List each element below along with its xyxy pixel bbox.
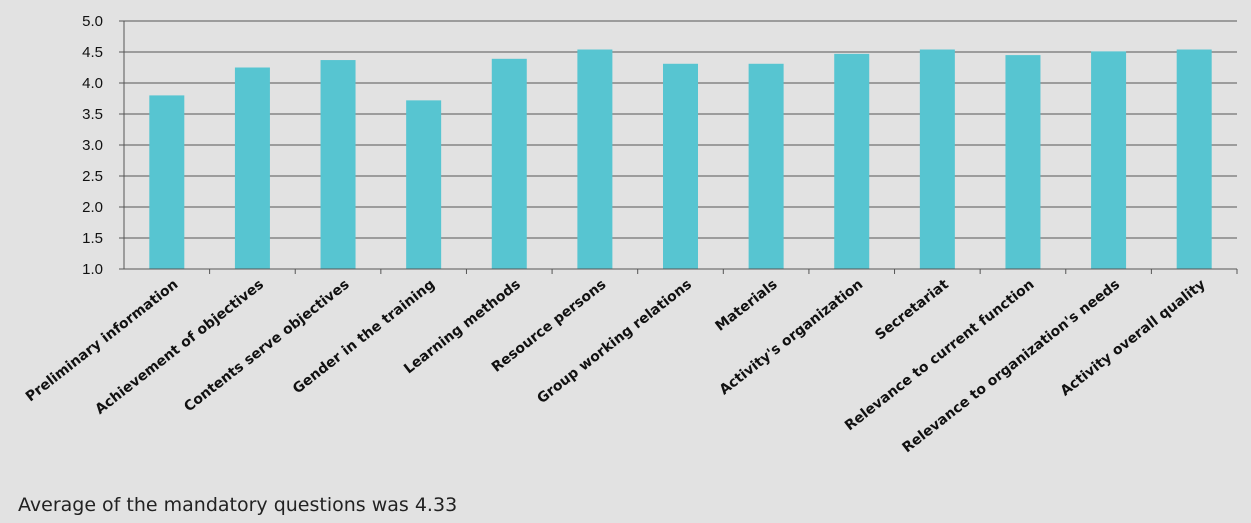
x-tick-label: Group working relations bbox=[534, 277, 695, 407]
y-tick-label: 4.5 bbox=[82, 44, 103, 61]
x-tick-label: Activity's organization bbox=[717, 277, 867, 399]
y-axis-ticks: 1.0 1.5 2.0 2.5 3.0 3.5 4.0 4.5 5.0 bbox=[82, 13, 124, 278]
bar bbox=[919, 49, 955, 269]
y-tick-label: 4.0 bbox=[82, 75, 103, 92]
x-tick-label: Preliminary information bbox=[23, 277, 181, 406]
bar bbox=[663, 63, 698, 269]
bar bbox=[491, 58, 527, 269]
y-tick-label: 3.5 bbox=[82, 106, 103, 123]
y-tick-label: 5.0 bbox=[82, 13, 103, 30]
bar bbox=[406, 100, 442, 269]
x-tick-label: Relevance to current function bbox=[842, 277, 1037, 435]
y-tick-label: 2.0 bbox=[82, 199, 103, 216]
y-tick-label: 3.0 bbox=[82, 137, 103, 154]
x-tick-label: Gender in the training bbox=[290, 277, 438, 398]
bar bbox=[834, 53, 870, 269]
y-tick-label: 2.5 bbox=[82, 168, 103, 185]
caption: Average of the mandatory questions was 4… bbox=[18, 494, 458, 516]
x-tick-label: Activity overall quality bbox=[1058, 277, 1209, 400]
bar bbox=[1005, 55, 1041, 269]
bar-chart: 1.0 1.5 2.0 2.5 3.0 3.5 4.0 4.5 5.0 Preliminary … bbox=[23, 13, 1238, 456]
bars bbox=[149, 49, 1212, 270]
bar bbox=[1091, 51, 1127, 269]
bar bbox=[320, 60, 356, 270]
y-tick-label: 1.0 bbox=[82, 261, 103, 278]
x-tick-label: Materials bbox=[713, 277, 781, 335]
y-tick-label: 1.5 bbox=[82, 230, 103, 247]
bar bbox=[748, 63, 784, 269]
bar bbox=[577, 49, 613, 269]
bar bbox=[149, 95, 185, 270]
x-tick-label: Achievement of objectives bbox=[92, 277, 266, 418]
bar bbox=[234, 67, 270, 269]
x-tick-label: Secretariat bbox=[872, 276, 952, 343]
bar bbox=[1176, 49, 1212, 269]
x-tick-label: Contents serve objectives bbox=[181, 277, 352, 416]
